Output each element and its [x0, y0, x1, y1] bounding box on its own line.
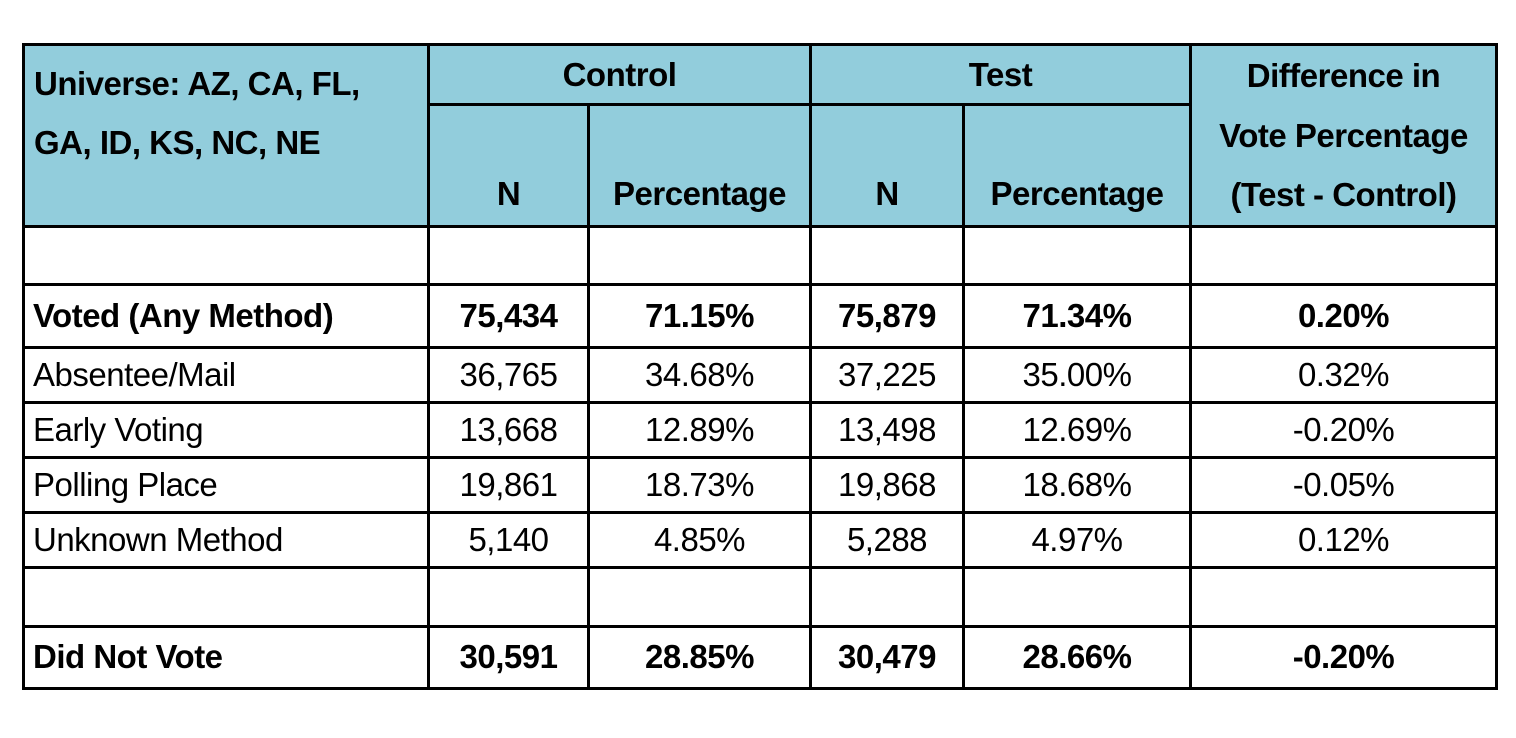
test-group-header: Test: [809, 43, 1192, 106]
empty-cell: [809, 224, 965, 287]
table-header: Universe: AZ, CA, FL, GA, ID, KS, NC, NE…: [22, 43, 1498, 228]
cell-value: 37,225: [809, 345, 965, 404]
cell-value: 4.85%: [587, 511, 812, 570]
control-group-header: Control: [427, 43, 812, 106]
cell-value: 0.12%: [1189, 511, 1498, 570]
cell-value: 13,668: [427, 400, 590, 459]
table-row: Polling Place 19,861 18.73% 19,868 18.68% -0.…: [22, 455, 1498, 515]
cell-value: -0.05%: [1189, 455, 1498, 515]
cell-value: 34.68%: [587, 345, 812, 404]
row-label: Voted (Any Method): [22, 283, 430, 349]
cell-value: -0.20%: [1189, 400, 1498, 459]
row-label: Unknown Method: [22, 511, 430, 570]
empty-cell: [587, 224, 812, 287]
cell-value: 35.00%: [962, 345, 1192, 404]
header-row-sub: N Percentage N Percentage: [24, 103, 1497, 228]
table-row: Did Not Vote 30,591 28.85% 30,479 28.66% -0.2…: [22, 624, 1498, 691]
cell-value: 75,434: [427, 283, 590, 349]
table-row: Absentee/Mail 36,765 34.68% 37,225 35.00% 0.3…: [22, 345, 1498, 404]
cell-value: 5,288: [809, 511, 965, 570]
difference-header-cell: Difference in Vote Percentage (Test - Co…: [1189, 43, 1498, 228]
table-row: Unknown Method 5,140 4.85% 5,288 4.97% 0.12%: [22, 511, 1498, 570]
spacer-row: [22, 566, 1498, 628]
table-row: Early Voting 13,668 12.89% 13,498 12.69% -0.2…: [22, 400, 1498, 459]
table-row: Voted (Any Method) 75,434 71.15% 75,879 71.3…: [22, 283, 1498, 349]
universe-header-cell: Universe: AZ, CA, FL, GA, ID, KS, NC, NE: [22, 43, 430, 228]
cell-value: 75,879: [809, 283, 965, 349]
control-percentage-header: Percentage: [587, 103, 812, 228]
cell-value: 36,765: [427, 345, 590, 404]
row-label: Absentee/Mail: [22, 345, 430, 404]
cell-value: 18.73%: [587, 455, 812, 515]
test-percentage-header: Percentage: [962, 103, 1192, 228]
cell-value: 4.97%: [962, 511, 1192, 570]
empty-cell: [427, 566, 590, 628]
empty-cell: [427, 224, 590, 287]
header-row-groups: Universe: AZ, CA, FL, GA, ID, KS, NC, NE…: [22, 43, 1498, 228]
cell-value: 30,479: [809, 624, 965, 691]
empty-cell: [962, 224, 1192, 287]
cell-value: 19,868: [809, 455, 965, 515]
row-label: Did Not Vote: [22, 624, 430, 691]
empty-cell: [809, 566, 965, 628]
cell-value: 12.69%: [962, 400, 1192, 459]
results-table-container: Universe: AZ, CA, FL, GA, ID, KS, NC, NE…: [22, 43, 1498, 691]
cell-value: 12.89%: [587, 400, 812, 459]
cell-value: 13,498: [809, 400, 965, 459]
empty-cell: [1189, 566, 1498, 628]
cell-value: 0.32%: [1189, 345, 1498, 404]
empty-cell: [587, 566, 812, 628]
row-label: Polling Place: [22, 455, 430, 515]
cell-value: 19,861: [427, 455, 590, 515]
row-label: Early Voting: [22, 400, 430, 459]
cell-value: 0.20%: [1189, 283, 1498, 349]
cell-value: 5,140: [427, 511, 590, 570]
cell-value: 71.15%: [587, 283, 812, 349]
cell-value: -0.20%: [1189, 624, 1498, 691]
cell-value: 30,591: [427, 624, 590, 691]
cell-value: 71.34%: [962, 283, 1192, 349]
empty-cell: [1189, 224, 1498, 287]
empty-cell: [22, 566, 430, 628]
table-body: Voted (Any Method) 75,434 71.15% 75,879 71.3…: [22, 224, 1498, 691]
cell-value: 28.85%: [587, 624, 812, 691]
cell-value: 28.66%: [962, 624, 1192, 691]
empty-cell: [962, 566, 1192, 628]
vote-method-table: Universe: AZ, CA, FL, GA, ID, KS, NC, NE…: [22, 43, 1498, 691]
cell-value: 18.68%: [962, 455, 1192, 515]
spacer-row: [22, 224, 1498, 287]
test-n-header: N: [809, 103, 965, 228]
empty-cell: [22, 224, 430, 287]
control-n-header: N: [427, 103, 590, 228]
